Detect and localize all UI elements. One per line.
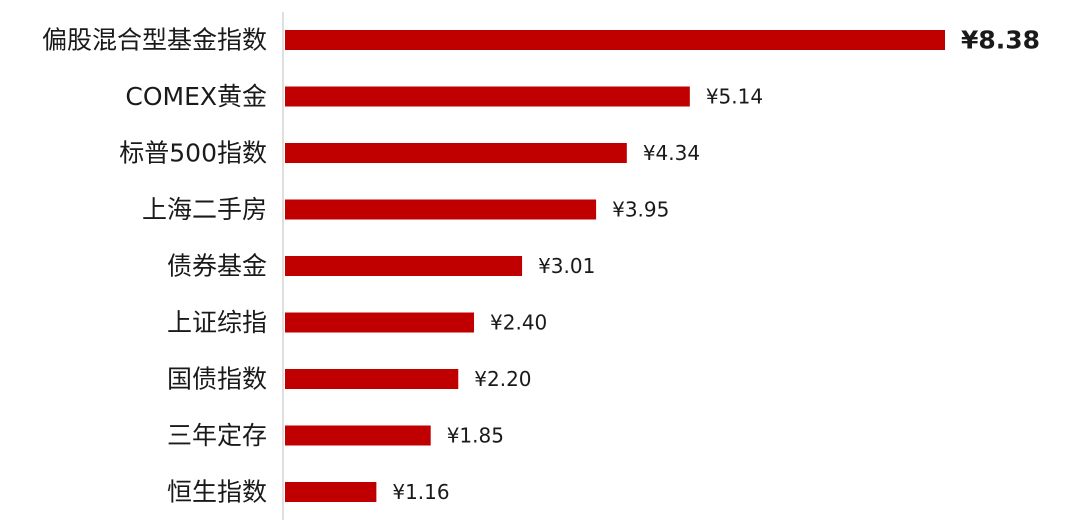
value-label: ¥2.40: [490, 311, 547, 335]
bar: [285, 86, 690, 107]
bar: [285, 30, 945, 50]
value-label: ¥3.95: [612, 198, 669, 222]
value-label: ¥5.14: [706, 85, 763, 109]
value-label: ¥4.34: [643, 141, 700, 165]
category-label: COMEX黄金: [125, 82, 267, 111]
bar: [285, 143, 627, 163]
chart-marks: 偏股混合型基金指数 ¥8.38 COMEX黄金 ¥5.14 标普500指数 ¥4.34 上海…: [42, 26, 1040, 507]
bar: [285, 199, 597, 220]
bar: [285, 256, 523, 276]
bar: [285, 482, 377, 502]
bar: [285, 369, 459, 389]
value-label: ¥2.20: [474, 367, 531, 391]
value-label: ¥1.85: [447, 424, 504, 448]
category-label: 债券基金: [167, 252, 267, 281]
value-label: ¥8.38: [961, 26, 1040, 55]
category-label: 三年定存: [167, 421, 267, 450]
bar: [285, 425, 431, 446]
category-label: 上海二手房: [142, 195, 267, 224]
category-label: 国债指数: [167, 365, 267, 394]
bar: [285, 312, 475, 333]
category-label: 偏股混合型基金指数: [42, 26, 267, 55]
value-label: ¥1.16: [392, 480, 449, 504]
category-label: 标普500指数: [119, 139, 267, 168]
category-label: 恒生指数: [167, 478, 267, 507]
value-label: ¥3.01: [538, 254, 595, 278]
category-label: 上证综指: [167, 308, 267, 337]
